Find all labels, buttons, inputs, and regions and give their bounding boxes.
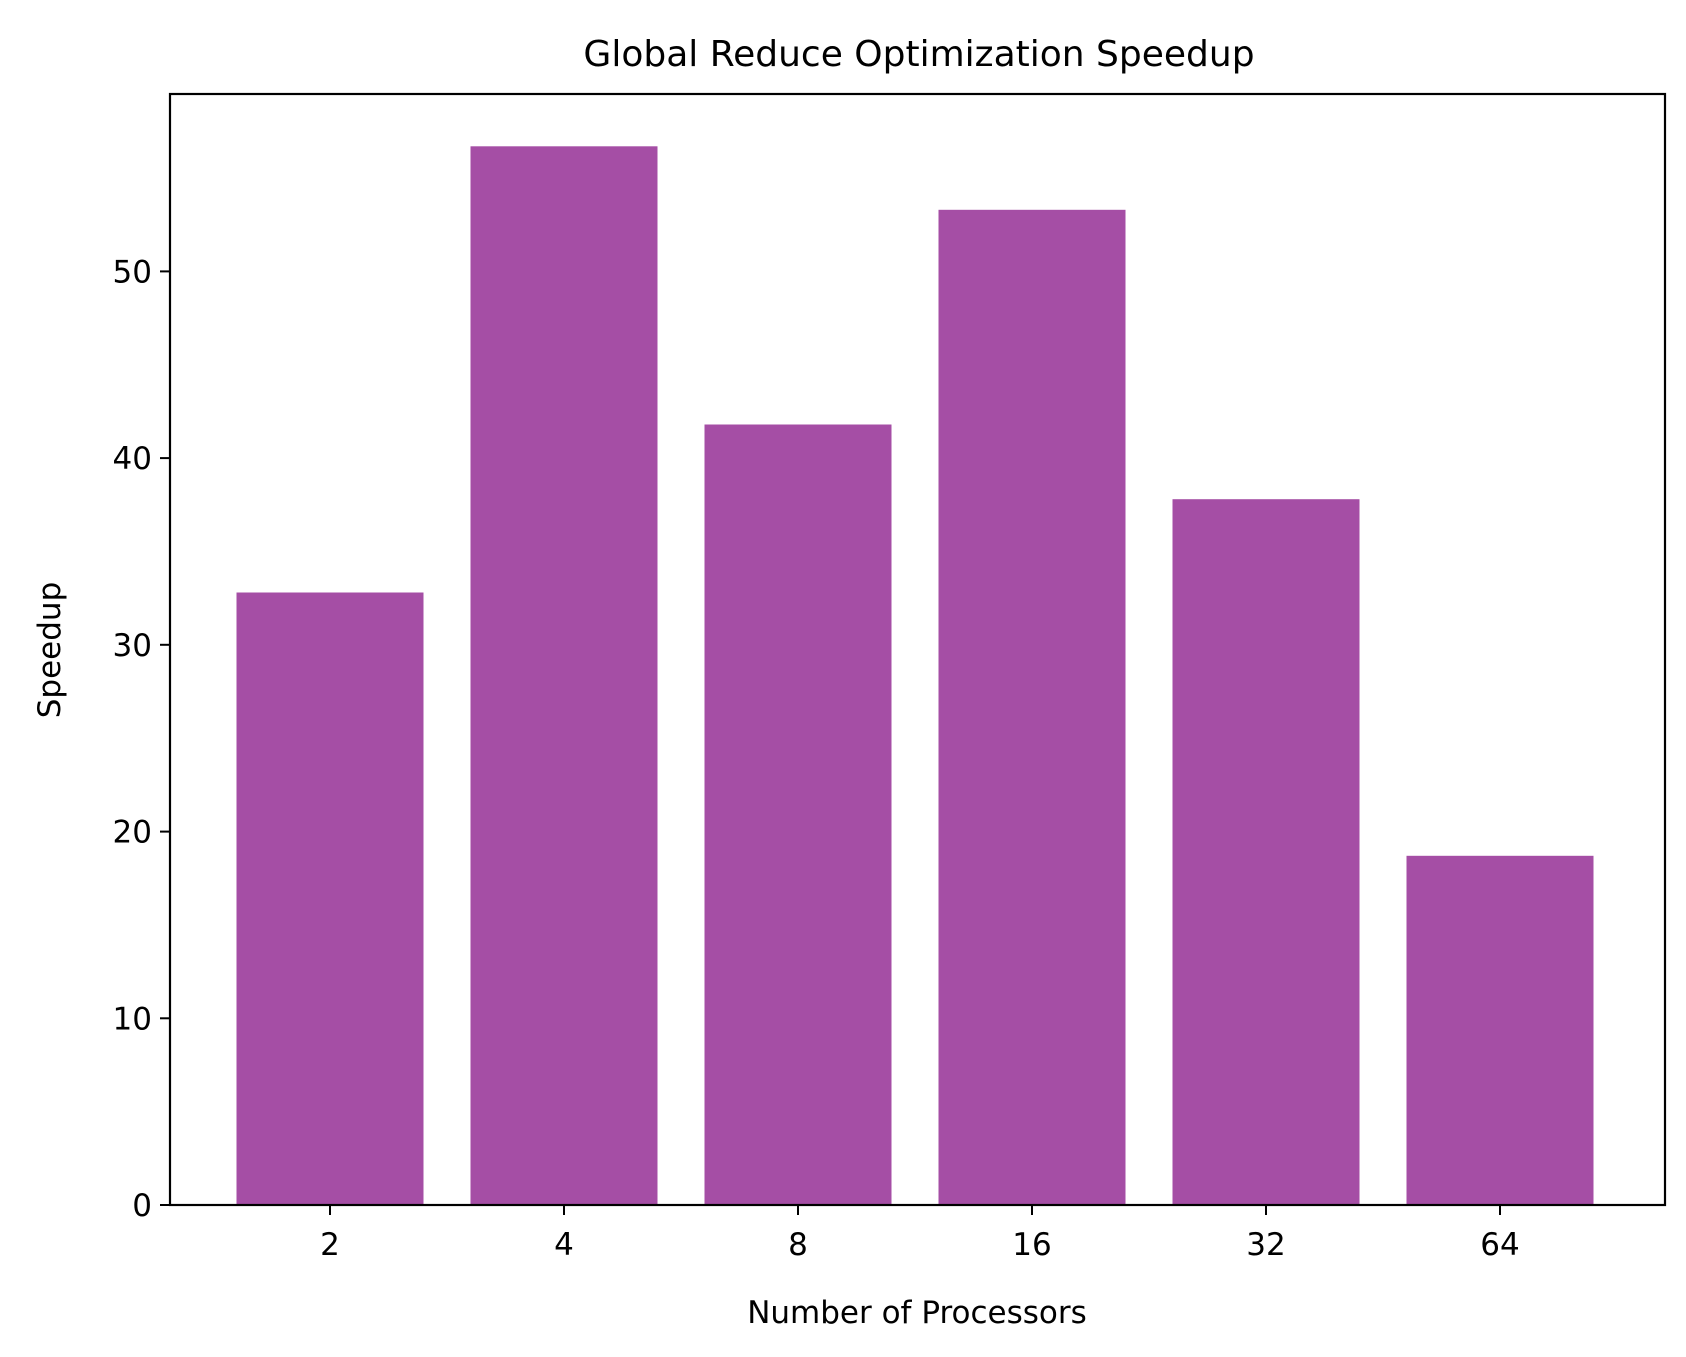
- bar-64: [1406, 855, 1594, 1205]
- x-tick-label-4: 4: [554, 1227, 574, 1263]
- x-tick-label-32: 32: [1246, 1227, 1285, 1263]
- bar-8: [704, 424, 892, 1205]
- y-tick-label-40: 40: [113, 441, 152, 477]
- plot-frame: [168, 92, 1667, 1207]
- x-tick-label-16: 16: [1012, 1227, 1051, 1263]
- bar-32: [1172, 499, 1360, 1205]
- y-axis: 0 10 20 30 40 50: [113, 254, 170, 1224]
- bar-series: [236, 146, 1594, 1206]
- chart-title: Global Reduce Optimization Speedup: [583, 34, 1254, 75]
- y-tick-label-10: 10: [113, 1001, 152, 1037]
- y-tick-label-50: 50: [113, 254, 152, 290]
- x-tick-label-2: 2: [320, 1227, 340, 1263]
- bar-2: [236, 592, 424, 1205]
- y-tick-label-30: 30: [113, 628, 152, 664]
- x-axis: 2 4 8 16 32 64: [320, 1205, 1520, 1263]
- x-tick-label-64: 64: [1480, 1227, 1519, 1263]
- y-axis-label: Speedup: [32, 582, 68, 719]
- y-tick-label-0: 0: [132, 1188, 152, 1224]
- bar-4: [470, 146, 658, 1205]
- x-tick-label-8: 8: [788, 1227, 808, 1263]
- bar-16: [938, 209, 1126, 1206]
- x-axis-label: Number of Processors: [747, 1295, 1087, 1331]
- y-tick-label-20: 20: [113, 815, 152, 851]
